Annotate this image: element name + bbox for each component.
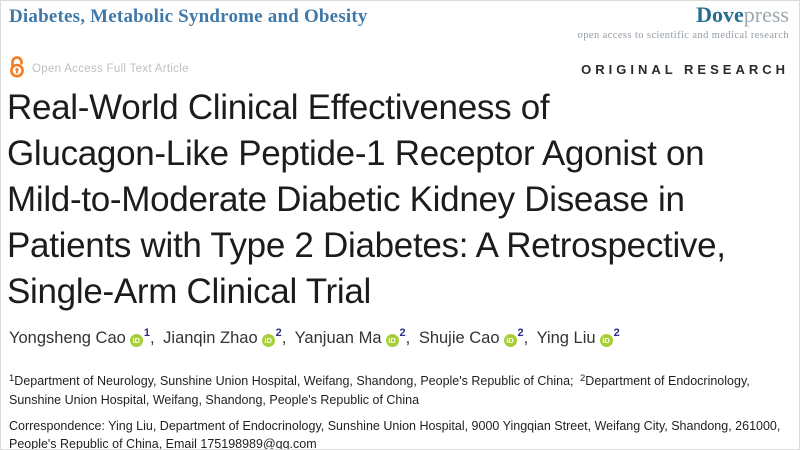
publisher-tagline: open access to scientific and medical re…	[577, 30, 789, 41]
author: Yanjuan Ma iD2	[294, 327, 406, 347]
author-affiliation-sup: 2	[399, 327, 406, 339]
meta-row: Open Access Full Text Article ORIGINAL R…	[9, 55, 789, 83]
correspondence-label: Correspondence:	[9, 419, 105, 433]
article-title: Real-World Clinical Effectiveness of Glu…	[7, 85, 726, 315]
author-affiliation-sup: 1	[143, 327, 150, 339]
orcid-icon[interactable]: iD	[129, 334, 143, 347]
dovepress-logo-bold: Dove	[696, 2, 744, 27]
orcid-icon[interactable]: iD	[385, 334, 399, 347]
author-name: Jianqin Zhao	[163, 329, 258, 347]
affiliation-sup: 1	[9, 373, 15, 384]
open-access-link[interactable]: Open Access Full Text Article	[9, 55, 189, 83]
correspondence-email-link[interactable]: 175198989@qq.com	[200, 436, 317, 450]
orcid-icon[interactable]: iD	[261, 334, 275, 347]
author-separator: ,	[523, 329, 529, 347]
author-name: Shujie Cao	[418, 329, 500, 347]
author: Shujie Cao iD2	[418, 327, 524, 347]
author-name: Ying Liu	[536, 329, 596, 347]
author-separator: ,	[281, 329, 287, 347]
affiliation-text: Department of Neurology, Sunshine Union …	[14, 374, 571, 388]
publisher-block: Dovepress open access to scientific and …	[577, 3, 789, 42]
author-affiliation-sup: 2	[275, 327, 282, 339]
author: Jianqin Zhao iD2	[163, 327, 282, 347]
author-name: Yanjuan Ma	[294, 329, 382, 347]
dovepress-logo-light: press	[743, 2, 789, 27]
affiliations: 1Department of Neurology, Sunshine Union…	[9, 373, 794, 409]
author-list: Yongsheng Cao iD1, Jianqin Zhao iD2, Yanju…	[9, 327, 620, 348]
correspondence-text: Ying Liu, Department of Endocrinology, S…	[9, 419, 781, 450]
article-title-line: Patients with Type 2 Diabetes: A Retrosp…	[7, 226, 726, 265]
author-affiliation-sup: 2	[517, 327, 524, 339]
correspondence: Correspondence: Ying Liu, Department of …	[9, 418, 794, 450]
author: Ying Liu iD2	[536, 327, 620, 347]
article-title-line: Mild-to-Moderate Diabetic Kidney Disease…	[7, 180, 685, 219]
author: Yongsheng Cao iD1	[9, 327, 150, 347]
author-name: Yongsheng Cao	[9, 329, 126, 347]
author-separator: ,	[405, 329, 411, 347]
author-affiliation-sup: 2	[613, 327, 620, 339]
affiliation-sup: 2	[580, 373, 586, 384]
affiliation-text: Department of Endocrinology, Sunshine Un…	[9, 374, 750, 407]
open-access-label: Open Access Full Text Article	[32, 63, 189, 75]
article-title-line: Single-Arm Clinical Trial	[7, 272, 371, 311]
author-separator: ,	[149, 329, 155, 347]
dovepress-logo[interactable]: Dovepress	[578, 3, 789, 27]
orcid-icon[interactable]: iD	[503, 334, 517, 347]
orcid-icon[interactable]: iD	[599, 334, 613, 347]
journal-name-link[interactable]: Diabetes, Metabolic Syndrome and Obesity	[9, 6, 368, 27]
article-type-label: ORIGINAL RESEARCH	[581, 61, 789, 77]
article-title-line: Glucagon-Like Peptide-1 Receptor Agonist…	[7, 134, 705, 173]
affiliation-separator: ;	[570, 374, 574, 388]
article-title-line: Real-World Clinical Effectiveness of	[7, 88, 550, 127]
open-access-icon	[9, 55, 25, 83]
